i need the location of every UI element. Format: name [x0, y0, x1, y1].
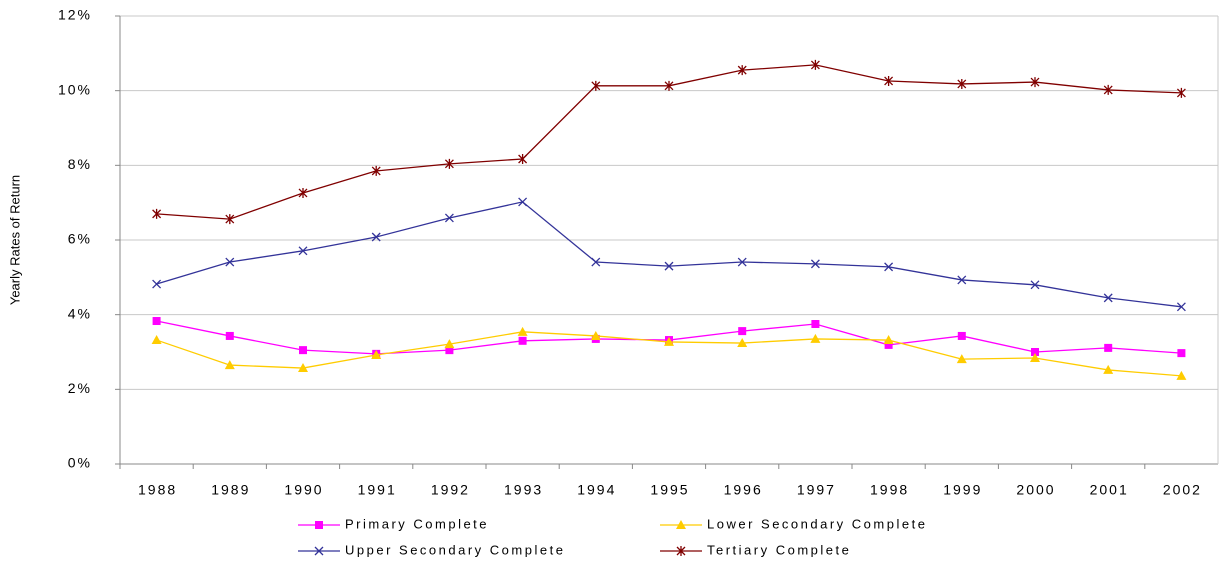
data-point: [1177, 349, 1186, 358]
data-point: [738, 327, 747, 336]
data-point: [1030, 77, 1040, 88]
data-point: [664, 336, 674, 346]
x-tick-label: 2000: [1016, 482, 1055, 498]
x-tick-label: 1996: [724, 482, 763, 498]
data-point: [444, 213, 454, 223]
data-point: [225, 257, 235, 267]
x-tick-label: 1989: [211, 482, 250, 498]
data-point: [810, 259, 820, 269]
data-point: [737, 338, 748, 348]
data-point: [1103, 364, 1114, 374]
x-tick-label: 1999: [943, 482, 982, 498]
data-point: [152, 279, 162, 289]
data-point: [737, 257, 747, 267]
data-point: [957, 331, 966, 340]
data-point: [1104, 343, 1113, 352]
legend-label: Primary Complete: [345, 516, 489, 531]
data-point: [518, 197, 528, 207]
legend-marker: [315, 521, 323, 529]
data-point: [810, 59, 820, 70]
y-tick-label: 6%: [68, 231, 92, 247]
data-point: [518, 153, 528, 164]
data-point: [810, 333, 821, 343]
data-point: [664, 80, 674, 91]
data-point: [151, 335, 162, 345]
data-point: [1176, 87, 1186, 98]
x-tick-label: 1994: [577, 482, 616, 498]
data-point: [1103, 84, 1113, 95]
data-point: [1176, 370, 1187, 380]
x-tick-label: 1991: [358, 482, 397, 498]
x-tick-label: 2002: [1163, 482, 1202, 498]
data-point: [811, 320, 820, 328]
data-point: [445, 346, 454, 355]
data-point: [517, 326, 528, 336]
data-point: [444, 158, 454, 169]
data-point: [371, 349, 382, 359]
data-point: [299, 346, 307, 355]
y-axis-title: Yearly Rates of Return: [7, 175, 22, 305]
data-point: [1031, 348, 1039, 356]
legend-marker: [676, 546, 686, 556]
data-point: [371, 165, 381, 176]
x-tick-label: 1998: [870, 482, 909, 498]
y-tick-label: 8%: [68, 156, 92, 172]
data-point: [152, 208, 162, 219]
data-point: [444, 339, 455, 349]
data-point: [518, 336, 527, 345]
x-tick-label: 2001: [1090, 482, 1129, 498]
legend-label: Upper Secondary Complete: [345, 542, 565, 557]
data-point: [956, 354, 967, 364]
x-tick-label: 1995: [650, 482, 689, 498]
data-point: [225, 214, 235, 225]
x-tick-label: 1997: [797, 482, 836, 498]
series-line: [156, 201, 1182, 308]
data-point: [152, 317, 161, 326]
data-point: [590, 330, 601, 340]
y-tick-label: 2%: [68, 380, 92, 396]
y-tick-label: 12%: [58, 7, 92, 23]
x-tick-label: 1988: [138, 482, 177, 498]
data-point: [884, 75, 894, 86]
data-point: [957, 275, 967, 285]
data-point: [1030, 280, 1040, 290]
y-tick-label: 10%: [58, 81, 92, 97]
data-point: [957, 78, 967, 89]
data-point: [1176, 302, 1186, 312]
data-point: [591, 80, 601, 91]
data-point: [298, 187, 308, 198]
data-point: [664, 261, 674, 271]
x-tick-label: 1990: [284, 482, 323, 498]
data-point: [298, 363, 308, 373]
legend-label: Lower Secondary Complete: [707, 516, 927, 531]
y-tick-label: 4%: [68, 305, 92, 321]
data-point: [884, 262, 894, 272]
y-tick-label: 0%: [68, 455, 92, 471]
legend-marker: [314, 546, 324, 556]
data-point: [591, 257, 601, 267]
data-point: [883, 335, 894, 345]
x-tick-label: 1992: [431, 482, 470, 498]
legend-marker: [676, 520, 686, 529]
data-point: [371, 232, 381, 242]
data-point: [225, 331, 234, 340]
legend-label: Tertiary Complete: [707, 542, 851, 557]
data-point: [884, 340, 893, 349]
data-point: [1030, 352, 1040, 362]
x-tick-label: 1993: [504, 482, 543, 498]
data-point: [298, 246, 308, 256]
data-point: [737, 65, 747, 76]
data-point: [1103, 293, 1113, 303]
data-point: [224, 360, 235, 370]
